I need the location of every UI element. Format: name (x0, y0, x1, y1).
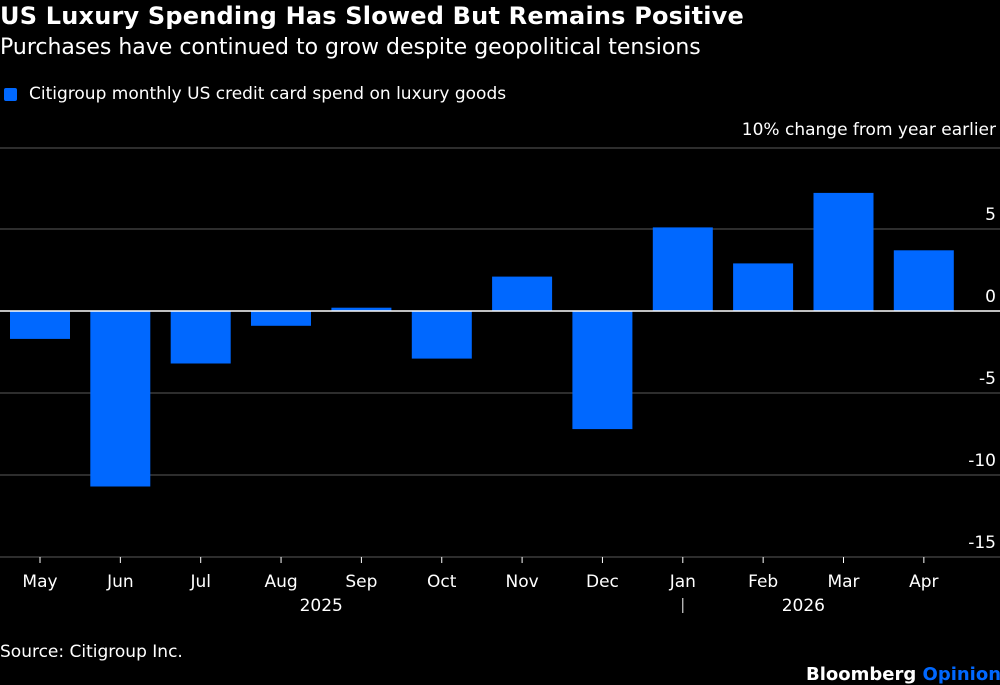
year-label: 2025 (300, 596, 343, 616)
legend: Citigroup monthly US credit card spend o… (4, 84, 506, 104)
y-axis-unit-label: 10% change from year earlier (741, 120, 996, 140)
bar-may (10, 311, 70, 339)
x-tick-label: Sep (345, 572, 377, 592)
x-tick-label: Apr (909, 572, 938, 592)
y-tick-label: -5 (979, 369, 996, 389)
bar-jan (652, 227, 713, 311)
bar-nov (492, 276, 553, 311)
x-axis: May Jun Jul Aug Sep Oct Nov Dec Jan Feb Mar Apr 2025… (22, 557, 939, 616)
x-tick-label: Jul (189, 572, 211, 592)
legend-label: Citigroup monthly US credit card spend o… (29, 84, 507, 104)
brand-logo: Bloomberg Opinion (806, 664, 1000, 685)
bar-jul (170, 311, 231, 364)
x-tick-label: Oct (427, 572, 457, 592)
y-tick-labels: 5 0 -5 -10 -15 (968, 205, 996, 553)
y-tick-label: -15 (968, 533, 996, 553)
bar-feb (733, 263, 794, 311)
year-label: 2026 (782, 596, 825, 616)
x-tick-label: Nov (506, 572, 539, 592)
bar-jun (90, 311, 151, 487)
x-tick-label: Feb (748, 572, 778, 592)
y-tick-label: 5 (985, 205, 996, 225)
chart-subtitle: Purchases have continued to grow despite… (0, 35, 701, 60)
y-tick-label: 0 (985, 287, 996, 307)
bar-sep (331, 307, 392, 311)
x-tick-label: Aug (264, 572, 297, 592)
bar-chart: 5 0 -5 -10 -15 May Jun Jul Aug Sep Oct Nov Dec Jan Fe… (0, 147, 1000, 616)
bar-dec (572, 311, 633, 430)
bar-apr (893, 250, 954, 311)
bars (10, 192, 954, 487)
bar-oct (411, 311, 472, 359)
bar-aug (251, 311, 311, 326)
x-tick-label: May (22, 572, 57, 592)
brand-main: Bloomberg (806, 664, 917, 685)
y-tick-label: -10 (968, 451, 996, 471)
x-tick-label: Mar (827, 572, 859, 592)
chart-title: US Luxury Spending Has Slowed But Remain… (0, 2, 745, 30)
x-tick-label: Jun (106, 572, 134, 592)
source-note: Source: Citigroup Inc. (0, 642, 183, 662)
x-tick-label: Jan (669, 572, 696, 592)
brand-accent: Opinion (922, 664, 1000, 685)
legend-swatch (4, 87, 17, 101)
x-tick-label: Dec (586, 572, 619, 592)
bar-mar (813, 192, 874, 311)
